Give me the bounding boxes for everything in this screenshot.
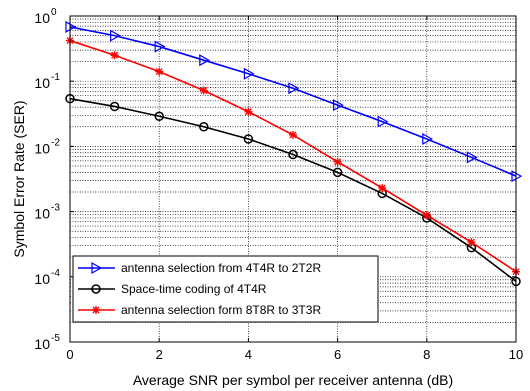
data-point: [109, 101, 120, 112]
legend-label: antenna selection from 4T4R to 2T2R: [121, 261, 321, 275]
data-point: [199, 86, 208, 95]
x-axis-label: Average SNR per symbol per receiver ante…: [133, 372, 453, 388]
data-point: [91, 284, 101, 294]
y-axis-label: Symbol Error Rate (SER): [11, 100, 27, 257]
x-tick-label: 8: [423, 347, 430, 362]
svg-text:10: 10: [34, 336, 50, 352]
legend-item: antenna selection from 4T4R to 2T2R: [78, 261, 321, 275]
svg-text:10: 10: [34, 140, 50, 156]
data-point: [244, 107, 253, 116]
data-point: [110, 51, 119, 60]
data-point: [288, 82, 300, 95]
data-point: [110, 29, 121, 42]
svg-text:10: 10: [34, 10, 50, 26]
series-line: [69, 97, 517, 283]
legend-label: antenna selection form 8T8R to 3T3R: [121, 303, 321, 317]
svg-text:-4: -4: [51, 268, 60, 279]
data-point: [289, 130, 297, 139]
x-tick-label: 2: [156, 347, 163, 362]
svg-text:-2: -2: [51, 137, 60, 148]
legend-item: Space-time coding of 4T4R: [78, 282, 267, 296]
svg-text:-3: -3: [51, 203, 60, 214]
series-line: [69, 26, 517, 177]
series-line: [69, 39, 517, 273]
legend: antenna selection from 4T4R to 2T2R Space…: [72, 255, 379, 323]
data-point: [155, 67, 164, 76]
svg-text:10: 10: [34, 271, 50, 287]
y-tick-label: 10 -2: [34, 137, 60, 156]
data-point: [154, 111, 164, 122]
legend-box: [72, 255, 379, 323]
data-point: [243, 134, 254, 144]
data-point: [422, 211, 431, 220]
series-0: [65, 20, 523, 183]
plot-frame: [69, 15, 517, 343]
data-point: [377, 115, 389, 128]
data-point: [92, 306, 100, 314]
x-tick-label: 4: [245, 347, 252, 362]
data-point: [288, 149, 298, 160]
legend-item: antenna selection form 8T8R to 3T3R: [78, 303, 321, 317]
data-point: [199, 54, 211, 67]
y-tick-label: 10 -5: [34, 333, 60, 352]
svg-text:0: 0: [51, 7, 57, 18]
data-point: [199, 122, 209, 132]
data-point: [332, 167, 343, 178]
svg-text:-5: -5: [51, 333, 60, 344]
svg-text:10: 10: [34, 75, 50, 91]
data-point: [378, 184, 387, 193]
y-tick-label: 10 0: [34, 7, 57, 26]
legend-label: Space-time coding of 4T4R: [121, 282, 267, 296]
data-point: [333, 99, 344, 112]
series-2: [66, 36, 520, 276]
y-tick-label: 10 -1: [34, 72, 60, 91]
data-point: [466, 151, 478, 164]
data-point: [91, 261, 103, 275]
x-tick-label: 0: [66, 347, 73, 362]
svg-text:-1: -1: [51, 72, 60, 83]
series-group: [65, 20, 523, 287]
data-point: [422, 132, 434, 145]
data-point: [467, 238, 476, 247]
x-tick-label: 10: [509, 347, 523, 362]
data-point: [243, 67, 255, 80]
x-tick-label: 6: [334, 347, 341, 362]
svg-text:10: 10: [34, 206, 50, 222]
y-tick-label: 10 -3: [34, 203, 60, 222]
data-point: [333, 157, 342, 166]
y-tick-label: 10 -4: [34, 268, 60, 287]
data-point: [154, 40, 166, 53]
